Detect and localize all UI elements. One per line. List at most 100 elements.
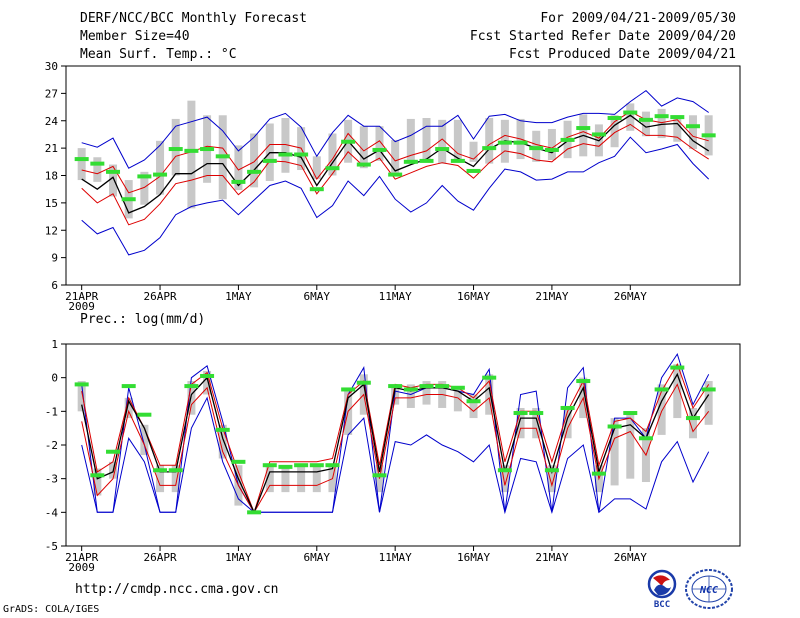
member-range-bar <box>281 465 290 493</box>
climatology-marker <box>309 187 324 192</box>
y-tick-label: -4 <box>45 506 59 519</box>
member-range-bar <box>328 133 337 176</box>
climatology-marker <box>623 411 638 416</box>
series-spread-lower-line <box>81 123 709 226</box>
climatology-marker <box>325 166 340 171</box>
climatology-marker <box>372 147 387 152</box>
source-url[interactable]: http://cmdp.ncc.cma.gov.cn <box>75 582 279 597</box>
climatology-marker <box>262 158 277 163</box>
climatology-marker <box>372 473 387 478</box>
x-tick-label: 6MAY <box>304 551 331 564</box>
climatology-marker <box>560 405 575 410</box>
member-range-bar <box>187 381 196 415</box>
member-range-bar <box>563 407 572 439</box>
climatology-marker <box>497 468 512 473</box>
member-range-bar <box>234 145 243 191</box>
precip-panel-title: Prec.: log(mm/d) <box>80 312 205 327</box>
y-tick-label: 9 <box>51 252 58 265</box>
climatology-marker <box>262 463 277 468</box>
member-range-bar <box>375 126 384 161</box>
y-tick-label: 15 <box>45 197 58 210</box>
y-tick-label: -2 <box>45 439 58 452</box>
climatology-marker <box>654 114 669 119</box>
member-range-bar <box>422 118 431 160</box>
x-tick-label: 1MAY <box>225 290 252 303</box>
member-range-bar <box>93 157 102 182</box>
climatology-marker <box>450 158 465 163</box>
member-range-bar <box>406 384 415 408</box>
climatology-marker <box>560 137 575 142</box>
climatology-marker <box>607 116 622 121</box>
climatology-marker <box>576 379 591 384</box>
member-range-bar <box>77 381 86 412</box>
climatology-marker <box>168 147 183 152</box>
climatology-marker <box>544 147 559 152</box>
x-tick-label: 26MAY <box>614 290 647 303</box>
member-range-bar <box>453 119 462 161</box>
climatology-marker <box>435 384 450 389</box>
member-range-bar <box>469 394 478 419</box>
climatology-marker <box>419 384 434 389</box>
member-range-bar <box>469 141 478 162</box>
member-range-bar <box>203 370 212 395</box>
member-range-bar <box>406 118 415 160</box>
climatology-marker <box>403 159 418 164</box>
member-range-bar <box>140 171 149 205</box>
climatology-marker <box>121 197 136 202</box>
climatology-marker <box>529 411 544 416</box>
member-range-bar <box>297 465 306 493</box>
climatology-marker <box>685 416 700 421</box>
climatology-marker <box>450 385 465 390</box>
y-tick-label: 27 <box>45 87 58 100</box>
member-range-bar <box>688 407 697 439</box>
x-tick-label: 26APR <box>143 290 176 303</box>
climatology-marker <box>466 399 481 404</box>
climatology-marker <box>638 436 653 441</box>
grads-credit: GrADS: COLA/IGES <box>3 604 100 615</box>
member-range-bar <box>453 387 462 412</box>
member-range-bar <box>77 148 86 181</box>
climatology-marker <box>153 468 168 473</box>
member-range-bar <box>187 100 196 209</box>
member-range-bar <box>657 384 666 435</box>
start-refer-date: Fcst Started Refer Date 2009/04/20 <box>469 29 736 44</box>
climatology-marker <box>90 161 105 166</box>
ncc-logo-label: NCC <box>699 585 718 596</box>
climatology-marker <box>247 169 262 174</box>
x-tick-sublabel: 2009 <box>68 300 95 313</box>
climatology-marker <box>497 140 512 145</box>
member-range-bar <box>610 418 619 486</box>
climatology-marker <box>278 152 293 157</box>
climatology-marker <box>200 147 215 152</box>
climatology-marker <box>168 468 183 473</box>
member-size: Member Size=40 <box>80 29 190 44</box>
x-tick-label: 11MAY <box>379 290 412 303</box>
series-min-line <box>81 136 710 256</box>
climatology-marker <box>74 157 89 162</box>
member-range-bar <box>171 465 180 493</box>
series-spread-lower-line <box>81 383 710 514</box>
x-tick-label: 21MAY <box>535 551 568 564</box>
ncc-logo: NCC <box>685 569 733 609</box>
climatology-marker <box>591 471 606 476</box>
x-tick-label: 16MAY <box>457 551 490 564</box>
series-min-line <box>81 384 710 515</box>
climatology-marker <box>247 510 262 515</box>
member-range-bar <box>547 465 556 493</box>
climatology-marker <box>638 117 653 122</box>
climatology-marker <box>309 463 324 468</box>
series-max-line <box>81 89 709 169</box>
y-tick-label: 12 <box>45 224 58 237</box>
climatology-marker <box>685 124 700 129</box>
member-range-bar <box>485 118 494 164</box>
climatology-marker <box>341 139 356 144</box>
climatology-marker <box>529 146 544 151</box>
x-tick-label: 21APR <box>65 290 98 303</box>
y-tick-label: -5 <box>45 540 58 553</box>
x-tick-sublabel: 2009 <box>68 561 95 574</box>
y-tick-label: 24 <box>45 115 59 128</box>
